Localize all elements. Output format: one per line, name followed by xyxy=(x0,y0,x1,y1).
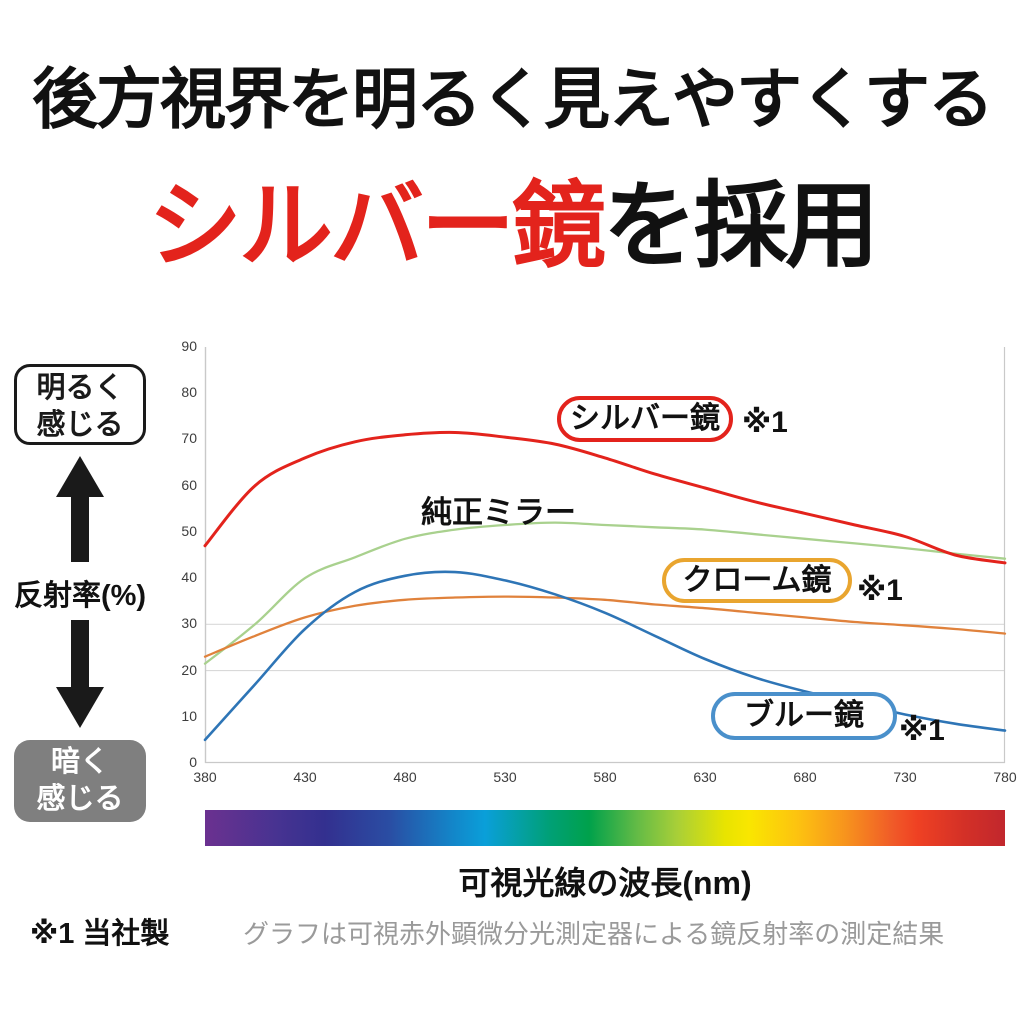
footnote-own-brand: ※1 当社製 xyxy=(30,918,170,950)
x-tick-680: 680 xyxy=(793,769,817,785)
y-tick-60: 60 xyxy=(181,476,197,493)
y-tick-40: 40 xyxy=(181,569,197,586)
bright-feel-box: 明るく 感じる xyxy=(14,364,146,445)
series-line-1 xyxy=(203,521,1007,665)
x-tick-380: 380 xyxy=(193,769,217,785)
x-tick-480: 480 xyxy=(393,769,417,785)
x-tick-630: 630 xyxy=(693,769,717,785)
x-tick-580: 580 xyxy=(593,769,617,785)
y-axis-title: 反射率(%) xyxy=(13,580,147,612)
arrow-up-shaft xyxy=(71,495,89,562)
dark-feel-line2: 感じる xyxy=(36,783,124,816)
dark-feel-box: 暗く 感じる xyxy=(14,740,146,822)
chart-svg xyxy=(203,347,1007,764)
dark-feel-line1: 暗く xyxy=(50,746,109,778)
visible-light-spectrum-bar xyxy=(205,810,1005,846)
subtitle-highlight: シルバー鏡 xyxy=(147,173,606,278)
footnote-mark-chrome: ※1 xyxy=(857,574,903,607)
x-tick-430: 430 xyxy=(293,769,317,785)
x-axis-title: 可視光線の波長(nm) xyxy=(458,865,752,901)
x-tick-530: 530 xyxy=(493,769,517,785)
y-tick-20: 20 xyxy=(181,661,197,678)
footnote-mark-blue: ※1 xyxy=(899,714,945,747)
bright-feel-line1: 明るく xyxy=(36,372,124,404)
arrow-down-icon xyxy=(56,687,104,728)
y-tick-10: 10 xyxy=(181,707,197,724)
footnote-mark-silver: ※1 xyxy=(742,406,788,439)
series-badge-silver-mirror: シルバー鏡 xyxy=(557,396,733,442)
x-tick-730: 730 xyxy=(893,769,917,785)
series-line-2 xyxy=(203,595,1007,658)
series-label-genuine-mirror: 純正ミラー xyxy=(421,495,576,530)
y-tick-50: 50 xyxy=(181,522,197,539)
series-badge-blue-mirror: ブルー鏡 xyxy=(711,692,897,740)
y-tick-80: 80 xyxy=(181,384,197,401)
page-subtitle: シルバー鏡を採用 xyxy=(0,150,1024,286)
series-badge-chrome-mirror: クローム鏡 xyxy=(662,558,852,603)
series-line-0 xyxy=(203,430,1007,565)
bright-feel-line2: 感じる xyxy=(36,409,124,442)
page-title: 後方視界を明るく見えやすくする xyxy=(32,62,994,136)
reflectance-chart: 0 10 20 30 40 50 60 70 80 90 380 430 480 530 580 630 68… xyxy=(181,338,1016,785)
arrow-up-icon xyxy=(56,456,104,497)
y-tick-90: 90 xyxy=(181,338,197,354)
y-tick-0: 0 xyxy=(189,754,197,770)
arrow-down-shaft xyxy=(71,620,89,688)
footnote-measurement: グラフは可視赤外顕微分光測定器による鏡反射率の測定結果 xyxy=(243,919,945,949)
y-tick-70: 70 xyxy=(181,430,197,447)
subtitle-rest: を採用 xyxy=(603,173,879,278)
x-tick-780: 780 xyxy=(993,769,1017,785)
y-tick-30: 30 xyxy=(181,615,197,632)
